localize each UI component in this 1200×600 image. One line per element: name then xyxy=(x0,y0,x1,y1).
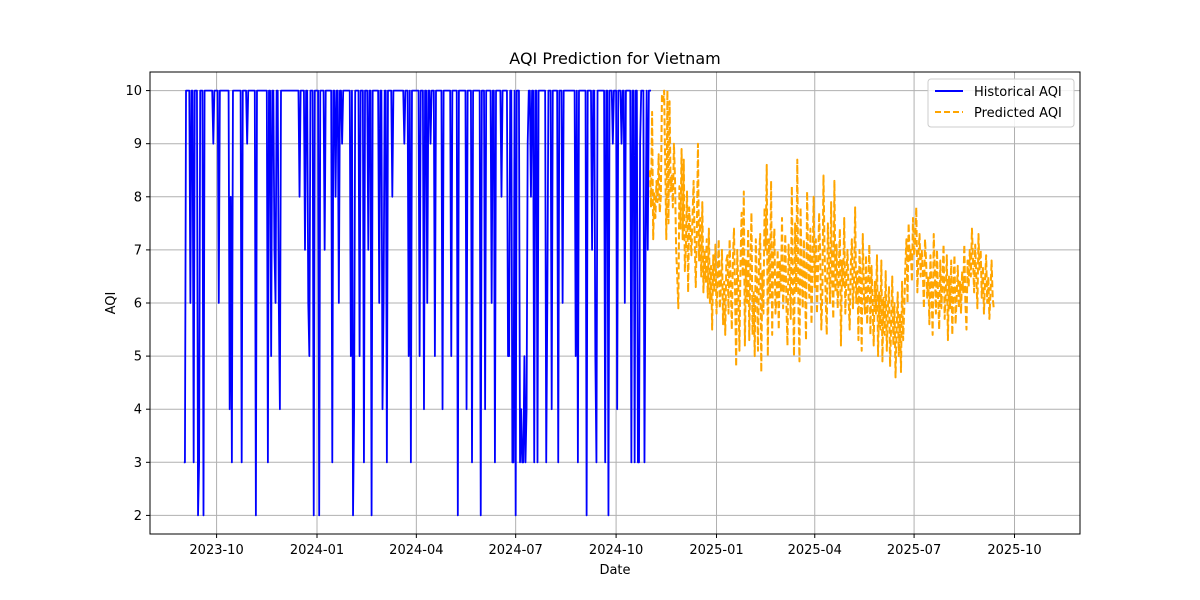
series-lines xyxy=(183,89,995,517)
x-tick-label: 2025-07 xyxy=(887,543,941,558)
legend-box xyxy=(927,78,1075,128)
x-tick-label: 2024-01 xyxy=(290,543,344,558)
y-tick-label: 2 xyxy=(134,509,142,524)
x-axis-title: Date xyxy=(599,563,630,578)
y-tick-label: 9 xyxy=(134,137,142,152)
series-line-historical xyxy=(183,89,652,517)
y-axis-title: AQI xyxy=(104,292,119,315)
chart-title: AQI Prediction for Vietnam xyxy=(509,49,720,68)
y-tick-label: 10 xyxy=(125,84,142,99)
x-tick-label: 2024-10 xyxy=(589,543,643,558)
x-tick-label: 2025-10 xyxy=(987,543,1041,558)
y-tick-label: 6 xyxy=(134,297,142,312)
x-tick-label: 2025-04 xyxy=(788,543,842,558)
legend: Historical AQI Predicted AQI xyxy=(927,78,1075,128)
y-tick-label: 3 xyxy=(134,456,142,471)
series-line-predicted xyxy=(648,89,995,379)
y-tick-label: 8 xyxy=(134,190,142,205)
x-axis-ticks: 2023-10 2024-01 2024-04 2024-07 2024-10 2025-… xyxy=(189,534,1042,558)
y-tick-label: 5 xyxy=(134,350,142,365)
x-tick-label: 2025-01 xyxy=(689,543,743,558)
x-tick-label: 2024-04 xyxy=(389,543,443,558)
y-axis-ticks: 2 3 4 5 6 7 8 9 10 xyxy=(125,84,150,524)
x-tick-label: 2023-10 xyxy=(189,543,243,558)
legend-label-historical: Historical AQI xyxy=(974,85,1062,100)
y-tick-label: 7 xyxy=(134,243,142,258)
y-tick-label: 4 xyxy=(134,403,142,418)
x-tick-label: 2024-07 xyxy=(489,543,543,558)
legend-label-predicted: Predicted AQI xyxy=(974,106,1062,121)
